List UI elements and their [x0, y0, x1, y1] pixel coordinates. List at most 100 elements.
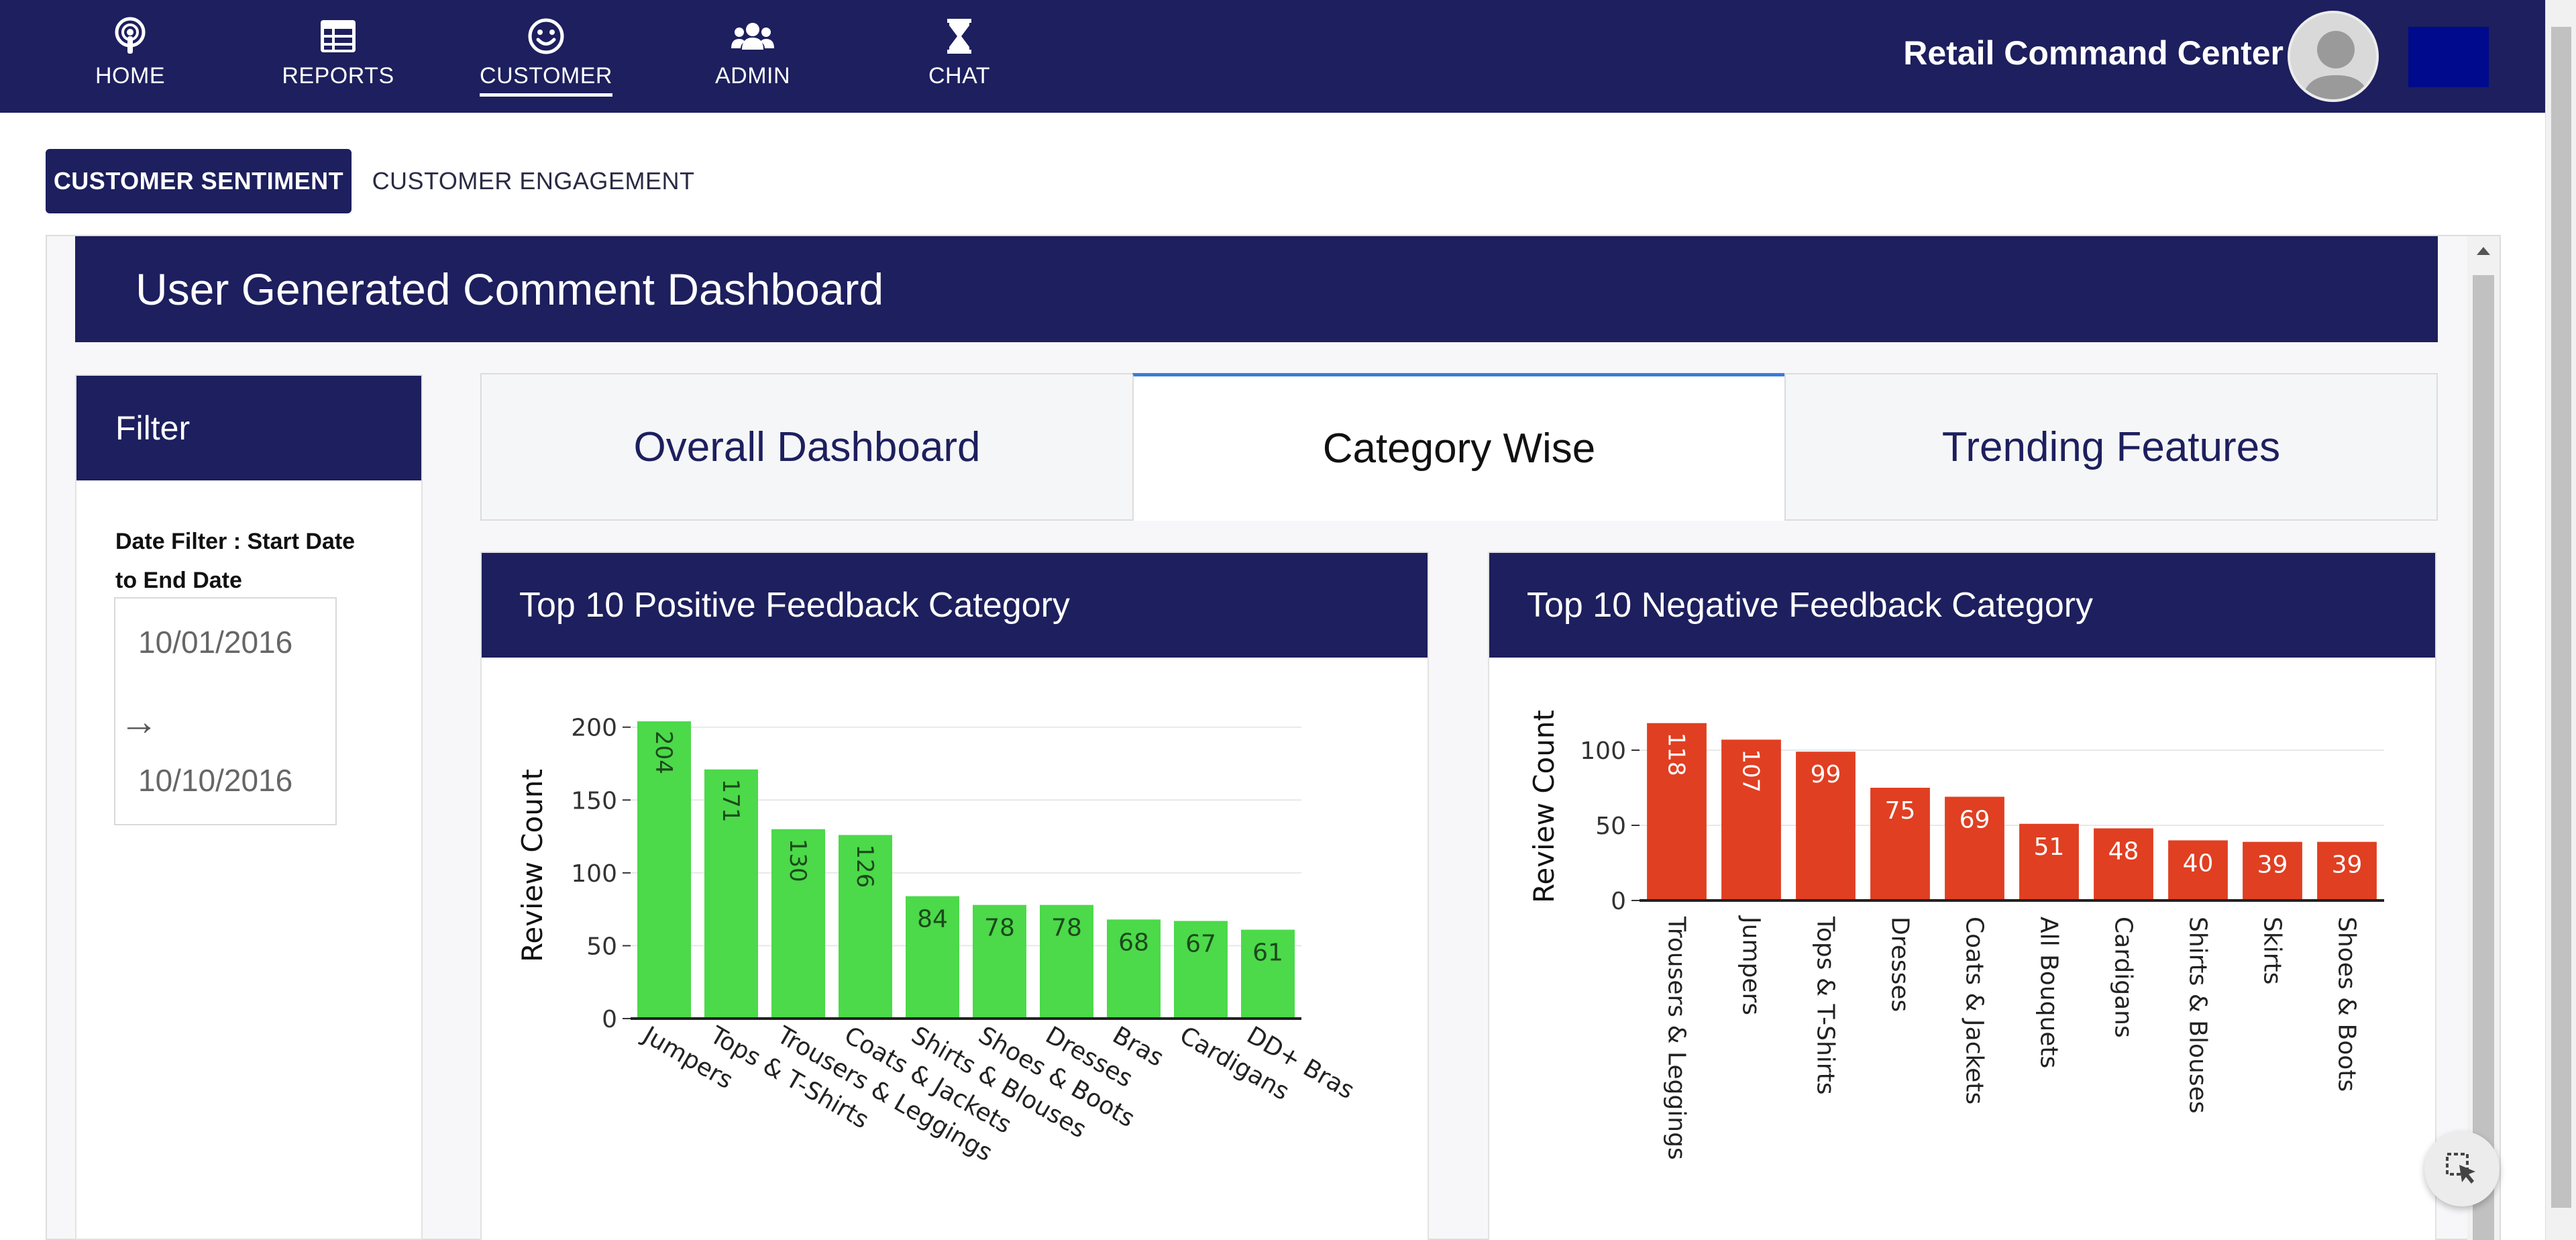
negative-chart-title: Top 10 Negative Feedback Category [1489, 553, 2435, 658]
bar[interactable] [704, 769, 758, 1019]
x-tick-label: Skirts [2259, 917, 2286, 984]
bar[interactable] [2317, 841, 2377, 900]
nav-home[interactable]: HOME [56, 12, 204, 106]
y-tick-label: 0 [602, 1006, 617, 1033]
bar[interactable] [1241, 929, 1295, 1019]
filter-heading: Filter [76, 376, 421, 480]
bar[interactable] [2094, 828, 2153, 900]
x-tick-label: Shirts & Blouses [2184, 917, 2212, 1114]
bar-value-label: 39 [2332, 851, 2363, 879]
bar-value-label: 67 [1185, 931, 1216, 958]
tab-category-wise[interactable]: Category Wise [1132, 373, 1786, 521]
y-tick-label: 50 [1595, 813, 1626, 840]
end-date-input[interactable]: 10/10/2016 [138, 763, 293, 798]
y-axis-title: Review Count [516, 769, 549, 962]
bar-value-label: 48 [2108, 837, 2139, 865]
x-tick-label: Trousers & Leggings [1663, 916, 1690, 1160]
nav-reports-label: REPORTS [282, 63, 394, 89]
bar-value-label: 51 [2034, 833, 2065, 861]
bar[interactable] [906, 896, 959, 1019]
bar[interactable] [2243, 841, 2302, 900]
bar-value-label: 126 [851, 844, 878, 888]
bar[interactable] [1174, 921, 1228, 1019]
y-tick-label: 0 [1611, 888, 1626, 915]
bar-value-label: 84 [917, 906, 948, 933]
bar-value-label: 204 [650, 731, 677, 774]
avatar[interactable] [2288, 11, 2379, 102]
nav-reports[interactable]: REPORTS [264, 12, 412, 106]
table-icon [321, 20, 356, 52]
dashboard-scrollbar-thumb[interactable] [2473, 275, 2494, 1240]
negative-feedback-chart: 0 50 100 Review Count 118 Trousers & Leggings… [1527, 710, 2384, 1160]
y-tick-label: 200 [571, 715, 617, 742]
positive-chart-title: Top 10 Positive Feedback Category [482, 553, 1428, 658]
bar[interactable] [973, 905, 1026, 1019]
app-title-dropdown[interactable]: Retail Command Center [1903, 34, 2284, 72]
bar-value-label: 39 [2257, 851, 2288, 879]
bar-value-label: 107 [1737, 749, 1764, 792]
tab-customer-engagement[interactable]: CUSTOMER ENGAGEMENT [372, 167, 695, 195]
y-axis-title: Review Count [1527, 710, 1560, 903]
y-tick-label: 100 [571, 860, 617, 888]
start-date-input[interactable]: 10/01/2016 [138, 625, 293, 660]
scroll-up-arrow-icon[interactable] [2477, 247, 2490, 255]
x-tick-label: Shoes & Boots [2333, 917, 2361, 1092]
window-scrollbar[interactable] [2545, 0, 2576, 1240]
x-tick-label: Jumpers [1737, 915, 1765, 1015]
bar[interactable] [1107, 919, 1161, 1019]
bar[interactable] [637, 721, 691, 1019]
users-icon [731, 23, 774, 50]
bar[interactable] [1945, 796, 2004, 900]
x-tick-label: Dresses [1886, 917, 1914, 1012]
bar-value-label: 40 [2183, 849, 2214, 877]
bar-value-label: 78 [1051, 915, 1082, 942]
dashboard-scrollbar[interactable] [2467, 236, 2500, 1240]
arrow-right-icon: → [119, 700, 158, 743]
bar-value-label: 118 [1663, 733, 1690, 776]
smile-icon [528, 18, 564, 54]
tab-customer-sentiment[interactable]: CUSTOMER SENTIMENT [46, 149, 352, 213]
filter-panel: Filter Date Filter : Start Date to End D… [75, 374, 423, 1240]
bar-value-label: 130 [784, 839, 811, 882]
nav-admin[interactable]: ADMIN [679, 12, 826, 106]
y-tick-label: 50 [586, 933, 617, 960]
floating-action-button[interactable] [2424, 1131, 2500, 1206]
x-tick-label: Coats & Jackets [1961, 917, 1988, 1104]
bar-value-label: 99 [1811, 761, 1841, 788]
bar-value-label: 75 [1885, 797, 1916, 825]
view-tabs: Overall Dashboard Category Wise Trending… [480, 373, 2438, 521]
bar[interactable] [1870, 788, 1930, 900]
bar[interactable] [839, 835, 892, 1019]
bar[interactable] [2019, 823, 2079, 900]
y-tick-label: 150 [571, 787, 617, 815]
nav-customer[interactable]: CUSTOMER [472, 12, 620, 106]
brand-logo-box[interactable] [2408, 27, 2489, 87]
nav-customer-label: CUSTOMER [480, 63, 612, 97]
nav-admin-label: ADMIN [714, 63, 791, 89]
x-tick-label: Tops & T-Shirts [1812, 916, 1839, 1094]
x-tick-label: All Bouquets [2035, 917, 2063, 1068]
bar-value-label: 78 [984, 915, 1015, 942]
nav-chat[interactable]: CHAT [885, 12, 1033, 106]
date-range-picker[interactable]: 10/01/2016 → 10/10/2016 [114, 597, 337, 825]
user-silhouette-icon [2290, 13, 2376, 99]
positive-feedback-card: Top 10 Positive Feedback Category 0 50 100… [480, 552, 1429, 1240]
tab-overall-dashboard[interactable]: Overall Dashboard [480, 373, 1134, 521]
nav-home-label: HOME [95, 63, 165, 89]
bar[interactable] [1040, 905, 1093, 1019]
window-scrollbar-thumb[interactable] [2551, 27, 2571, 1208]
bar[interactable] [1721, 739, 1781, 900]
podcast-icon [115, 17, 146, 54]
bar[interactable] [771, 829, 825, 1019]
top-navigation-bar: HOME REPORTS CUSTOMER [0, 0, 2545, 113]
bar[interactable] [1647, 723, 1707, 900]
x-tick-label: Cardigans [2110, 917, 2137, 1038]
bar-value-label: 69 [1960, 806, 1990, 833]
tab-trending-features[interactable]: Trending Features [1784, 373, 2438, 521]
cursor-select-icon [2446, 1153, 2475, 1184]
bar[interactable] [1796, 752, 1856, 900]
bar-value-label: 171 [717, 779, 744, 823]
bar-value-label: 61 [1252, 939, 1283, 967]
bar[interactable] [2168, 840, 2228, 900]
